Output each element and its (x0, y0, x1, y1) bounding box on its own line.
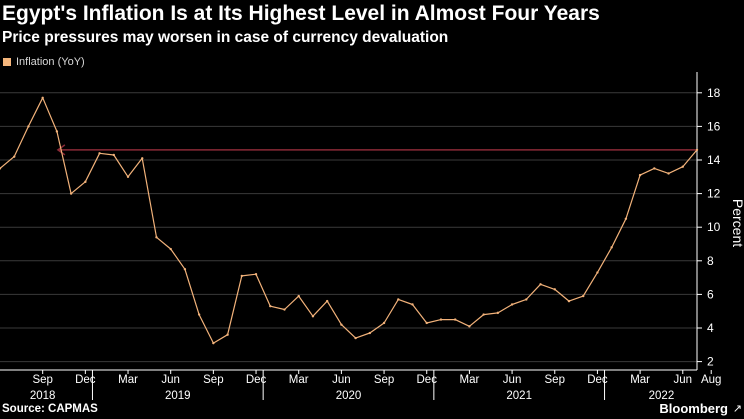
x-tick-label: Dec (417, 374, 438, 386)
grid (0, 92, 697, 363)
data-point (212, 341, 215, 345)
x-tick-label: Jun (161, 374, 180, 386)
data-point (695, 148, 699, 152)
data-point (269, 304, 272, 308)
y-tick-label: 8 (707, 254, 714, 268)
year-label: 2022 (649, 390, 675, 402)
data-point (297, 294, 300, 298)
data-point (453, 318, 457, 321)
data-point (468, 325, 471, 328)
legend-label: Inflation (YoY) (16, 56, 85, 68)
x-tick-label: Sep (374, 374, 394, 386)
legend-swatch (3, 58, 11, 66)
data-point (340, 323, 343, 326)
x-tick-label: Aug (701, 374, 721, 386)
data-point (354, 336, 357, 340)
x-tick-label: Sep (203, 374, 223, 386)
data-point (553, 288, 556, 291)
chart-subtitle: Price pressures may worsen in case of cu… (2, 29, 449, 46)
data-point (69, 192, 73, 195)
x-tick-label: Dec (75, 374, 96, 386)
y-tick-label: 18 (707, 86, 721, 100)
x-tick-label: Dec (246, 374, 267, 386)
data-point (112, 153, 115, 157)
data-point (496, 311, 500, 315)
y-tick-label: 6 (707, 287, 714, 301)
data-point (653, 167, 656, 170)
data-point (41, 96, 44, 100)
data-point (84, 180, 87, 184)
data-point (681, 165, 684, 168)
data-point (13, 155, 16, 158)
bloomberg-logo: Bloomberg (659, 401, 728, 416)
tick-labels: 2 4 6 8 10 12 14 16 18 Percent Sep Dec Mar Jun Sep Dec M… (30, 86, 744, 402)
x-tick-label: Dec (587, 374, 608, 386)
legend: Inflation (YoY) (3, 56, 85, 68)
y-tick-label: 16 (707, 119, 721, 133)
data-point (27, 125, 30, 128)
y-tick-label: 2 (707, 355, 714, 369)
data-point (55, 130, 59, 133)
data-point (240, 274, 244, 278)
data-point (638, 173, 642, 177)
data-point (596, 271, 599, 274)
y-tick-label: 12 (707, 187, 721, 201)
data-point (197, 313, 201, 316)
data-point (482, 313, 485, 316)
data-point (311, 315, 315, 318)
data-point (411, 303, 414, 306)
data-point (582, 294, 585, 298)
source-note: Source: CAPMAS (2, 403, 98, 415)
data-point (425, 321, 428, 325)
data-point (397, 298, 400, 301)
x-tick-label: Sep (545, 374, 565, 386)
y-tick-label: 10 (707, 220, 721, 234)
year-label: 2019 (165, 390, 191, 402)
axes (0, 72, 712, 400)
data-point (126, 175, 130, 178)
arrow-icon: ↗ (732, 403, 742, 415)
y-axis-label: Percent (730, 199, 744, 247)
y-tick-label: 4 (707, 321, 714, 335)
data-point (325, 299, 329, 303)
reference-arrow-head (56, 144, 66, 156)
inflation-line (0, 97, 698, 344)
data-point (155, 236, 158, 239)
year-label: 2020 (336, 390, 362, 402)
data-point (169, 247, 172, 251)
data-point (98, 152, 101, 155)
series (0, 96, 699, 345)
x-tick-label: Mar (460, 374, 480, 386)
data-point (368, 331, 372, 335)
data-point (567, 299, 571, 303)
data-point (254, 273, 258, 276)
data-point (183, 268, 187, 271)
x-tick-label: Jun (674, 374, 693, 386)
data-point (226, 333, 229, 336)
data-point (382, 321, 386, 325)
data-point (0, 167, 2, 170)
x-tick-label: Mar (118, 374, 138, 386)
data-point (439, 318, 443, 321)
data-point (539, 283, 542, 286)
x-tick-label: Jun (503, 374, 522, 386)
y-tick-label: 14 (707, 153, 721, 167)
data-point (624, 217, 628, 220)
x-tick-label: Mar (289, 374, 309, 386)
data-point (510, 303, 514, 306)
year-label: 2018 (30, 390, 56, 402)
data-point (667, 172, 670, 175)
data-point (525, 298, 528, 301)
data-point (610, 246, 613, 249)
x-tick-label: Jun (332, 374, 351, 386)
data-point (283, 308, 286, 311)
data-point (141, 157, 144, 160)
x-tick-label: Mar (630, 374, 650, 386)
chart-title: Egypt's Inflation Is at Its Highest Leve… (2, 2, 600, 25)
x-tick-label: Sep (32, 374, 52, 386)
year-label: 2021 (506, 390, 532, 402)
